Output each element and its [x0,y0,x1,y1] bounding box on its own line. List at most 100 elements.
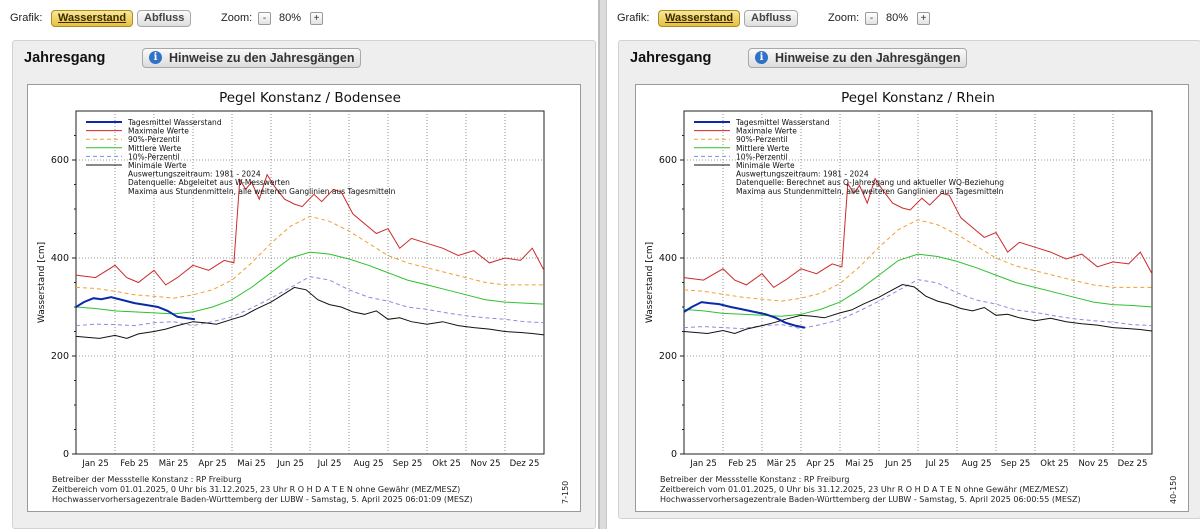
section-title: Jahresgang [24,50,106,66]
tab-abfluss[interactable]: Abfluss [137,10,192,27]
x-tick-label: Sep 25 [1001,459,1031,469]
series-line [683,253,1153,317]
legend-entry: 90%-Perzentil [128,135,180,144]
footer-source: Hochwasservorhersagezentrale Baden-Württ… [660,495,1081,504]
hint-button-label: Hinweise zu den Jahresgängen [169,51,355,65]
x-tick-label: Feb 25 [728,459,757,469]
legend-entry: Mittlere Werte [736,144,790,153]
series-line [75,251,545,315]
zoom-out-button[interactable]: - [258,12,271,25]
water-level-chart: Pegel Konstanz / Bodensee 0 200 400 600 Wasse… [37,90,570,504]
legend-entry: Tagesmittel Wasserstand [735,118,830,127]
tab-wasserstand[interactable]: Wasserstand [658,10,741,27]
series-line [75,286,545,339]
zoom-value: 80% [886,12,909,24]
x-tick-label: Sep 25 [393,459,423,469]
x-tick-label: Jan 25 [81,459,109,469]
hint-button[interactable]: i Hinweise zu den Jahresgängen [142,48,362,68]
x-tick-label: Jul 25 [317,459,342,469]
x-tick-label: Feb 25 [120,459,149,469]
legend-note: Maxima aus Stundenmitteln, alle weiteren… [128,187,396,196]
series-line [683,219,1152,302]
graph-toolbar: Grafik: Wasserstand Abfluss Zoom: - 80% … [10,9,598,29]
hint-button[interactable]: i Hinweise zu den Jahresgängen [748,48,968,68]
zoom-in-button[interactable]: + [310,12,323,25]
legend-entry: 90%-Perzentil [736,135,788,144]
y-tick-label: 400 [659,253,677,264]
legend-entry: Mittlere Werte [128,144,182,153]
info-icon: i [755,51,768,64]
chart-frame: Pegel Konstanz / Bodensee 0 200 400 600 Wasse… [27,84,581,512]
x-tick-label: Okt 25 [432,459,460,469]
x-tick-label: Apr 25 [806,459,834,469]
x-tick-label: Dez 25 [1118,459,1148,469]
footer-source: Hochwasservorhersagezentrale Baden-Württ… [52,495,473,504]
series-line [683,283,1153,335]
hint-button-label: Hinweise zu den Jahresgängen [775,51,961,65]
series-line [683,301,806,329]
legend-entry: 10%-Perzentil [128,152,180,161]
x-tick-label: Jun 25 [276,459,304,469]
y-tick-label: 200 [659,351,677,362]
footer-timerange: Zeitbereich vom 01.01.2025, 0 Uhr bis 31… [52,485,460,494]
jahresgang-card: Jahresgang i Hinweise zu den Jahresgänge… [12,40,596,529]
y-axis-label: Wasserstand [cm] [37,242,47,323]
x-tick-label: Nov 25 [470,459,500,469]
y-axis-label: Wasserstand [cm] [645,242,655,323]
tab-wasserstand[interactable]: Wasserstand [51,10,134,27]
series-line [75,276,545,327]
legend-entry: Minimale Werte [128,161,187,170]
grafik-label: Grafik: [10,12,43,24]
x-tick-label: Mär 25 [159,459,189,469]
chart-title: Pegel Konstanz / Bodensee [219,90,401,106]
y-tick-label: 400 [51,253,69,264]
legend-entry: Maximale Werte [128,127,189,136]
series-line [75,215,544,299]
chart-title: Pegel Konstanz / Rhein [841,90,995,106]
footer-timerange: Zeitbereich vom 01.01.2025, 0 Uhr bis 31… [660,485,1068,494]
gauge-panel-bodensee: Grafik: Wasserstand Abfluss Zoom: - 80% … [0,0,598,529]
legend-note: Maxima aus Stundenmitteln, alle weiteren… [736,187,1004,196]
x-tick-label: Dez 25 [510,459,540,469]
graph-toolbar: Grafik: Wasserstand Abfluss Zoom: - 80% … [617,9,1200,29]
legend-note: Auswertungszeitraum: 1981 - 2024 [736,170,869,179]
gauge-panel-rhein: Grafik: Wasserstand Abfluss Zoom: - 80% … [606,0,1200,529]
x-tick-label: Mai 25 [237,459,265,469]
grafik-label: Grafik: [617,12,650,24]
series-line [683,177,1153,289]
legend-note: Auswertungszeitraum: 1981 - 2024 [128,170,261,179]
y-tick-label: 600 [659,155,677,166]
series-line [75,296,196,321]
footer-operator: Betreiber der Messstelle Konstanz : RP F… [660,475,849,484]
legend-note: Datenquelle: Abgeleitet aus W-Messwerten [128,178,290,187]
legend-entry: 10%-Perzentil [736,152,788,161]
zoom-value: 80% [279,12,302,24]
zoom-in-button[interactable]: + [917,12,930,25]
x-tick-label: Aug 25 [961,459,991,469]
y-tick-label: 0 [63,449,69,460]
legend-entry: Minimale Werte [736,161,795,170]
x-tick-label: Okt 25 [1040,459,1068,469]
jahresgang-card: Jahresgang i Hinweise zu den Jahresgänge… [618,40,1200,519]
x-tick-label: Jul 25 [925,459,950,469]
legend-entry: Maximale Werte [736,127,797,136]
zoom-label: Zoom: [828,12,860,24]
chart-frame: Pegel Konstanz / Rhein 0 200 400 600 Wasserst… [635,84,1189,512]
series-line [75,173,545,286]
x-tick-label: Apr 25 [198,459,226,469]
footer-side-code: 40-150 [1169,476,1178,504]
y-tick-label: 0 [671,449,677,460]
y-tick-label: 200 [51,351,69,362]
y-tick-label: 600 [51,155,69,166]
section-title: Jahresgang [630,50,712,66]
water-level-chart: Pegel Konstanz / Rhein 0 200 400 600 Wasserst… [645,90,1178,504]
x-tick-label: Jan 25 [689,459,717,469]
legend-note: Datenquelle: Berechnet aus Q-Jahresgang … [736,178,1004,187]
tab-abfluss[interactable]: Abfluss [744,10,799,27]
x-tick-label: Jun 25 [884,459,912,469]
x-tick-label: Mär 25 [767,459,797,469]
zoom-label: Zoom: [221,12,253,24]
info-icon: i [149,51,162,64]
footer-side-code: 7-150 [561,481,570,504]
zoom-out-button[interactable]: - [865,12,878,25]
